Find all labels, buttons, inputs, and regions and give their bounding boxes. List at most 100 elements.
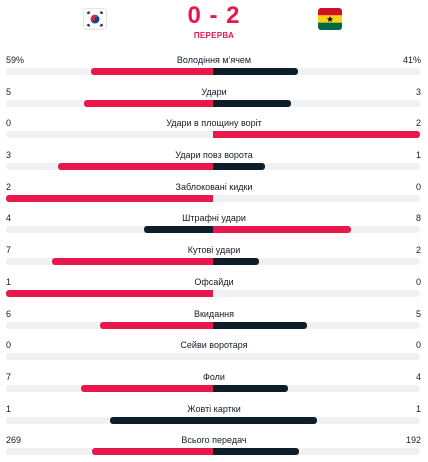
stat-row: 0 Удари в площину воріт 2 — [0, 115, 428, 147]
away-stat-bar — [213, 448, 420, 456]
away-stat-bar — [213, 321, 420, 329]
home-stat-value: 7 — [6, 371, 12, 382]
away-stat-bar-fill — [213, 258, 259, 266]
home-stat-value: 3 — [6, 150, 12, 161]
away-stat-bar — [213, 131, 420, 139]
stat-row: 6 Вкидання 5 — [0, 306, 428, 338]
stat-row: 4 Штрафні удари 8 — [0, 210, 428, 242]
stat-label: Фоли — [203, 371, 225, 382]
stat-label: Кутові удари — [187, 245, 241, 256]
away-stat-value: 1 — [415, 150, 421, 161]
away-stat-value: 2 — [415, 245, 421, 256]
stat-row: 3 Удари повз ворота 1 — [0, 147, 428, 179]
stat-row: 1 Жовті картки 1 — [0, 401, 428, 433]
match-status: ПЕРЕРВА — [193, 31, 235, 40]
stat-label: Удари в площину воріт — [166, 118, 262, 129]
home-stat-value: 2 — [6, 181, 12, 192]
stat-label: Заблоковані кидки — [175, 181, 253, 192]
home-stat-value: 4 — [6, 213, 12, 224]
away-stat-bar — [213, 289, 420, 297]
stat-row: 1 Офсайди 0 — [0, 274, 428, 306]
home-stat-value: 269 — [6, 435, 22, 446]
away-stat-bar-fill — [213, 321, 308, 329]
stat-label: Сейви воротаря — [180, 340, 248, 351]
stat-label: Вкидання — [193, 308, 235, 319]
stat-row: 0 Сейви воротаря 0 — [0, 337, 428, 369]
away-stat-value: 3 — [415, 86, 421, 97]
home-stat-bar — [6, 99, 213, 107]
south-korea-flag-icon[interactable] — [83, 8, 107, 30]
stat-label: Штрафні удари — [182, 213, 246, 224]
away-stat-bar — [213, 226, 420, 234]
home-stat-value: 7 — [6, 245, 12, 256]
away-stat-bar — [213, 353, 420, 361]
stat-label: Удари — [201, 86, 227, 97]
away-stat-bar-fill — [213, 226, 352, 234]
home-stat-value: 0 — [6, 340, 12, 351]
home-stat-bar — [6, 131, 213, 139]
home-stat-bar-fill — [57, 163, 213, 171]
home-stat-bar-fill — [100, 321, 213, 329]
home-stat-bar-fill — [109, 416, 213, 424]
away-stat-value: 1 — [415, 403, 421, 414]
away-stat-bar — [213, 194, 420, 202]
home-stat-bar — [6, 226, 213, 234]
away-stat-bar-fill — [213, 68, 298, 75]
home-stat-bar-fill — [92, 448, 213, 456]
home-stat-bar — [6, 258, 213, 266]
away-stat-value: 5 — [415, 308, 421, 319]
away-stat-bar-fill — [213, 131, 420, 139]
home-stat-bar-fill — [51, 258, 213, 266]
away-stat-value: 192 — [405, 435, 421, 446]
stat-label: Всього передач — [181, 435, 247, 446]
home-stat-value: 0 — [6, 118, 12, 129]
stat-row: 2 Заблоковані кидки 0 — [0, 179, 428, 211]
home-stat-value: 6 — [6, 308, 12, 319]
home-stat-bar-fill — [81, 384, 213, 392]
away-stat-bar — [213, 416, 420, 424]
away-stat-bar — [213, 163, 420, 171]
match-score: 0 - 2 — [187, 2, 241, 29]
away-stat-value: 0 — [415, 276, 421, 287]
away-stat-bar — [213, 384, 420, 392]
away-stat-bar-fill — [213, 416, 317, 424]
away-stat-bar — [213, 68, 420, 75]
home-stat-bar — [6, 194, 213, 202]
home-stat-bar-fill — [90, 68, 213, 75]
stat-label: Офсайди — [194, 276, 234, 287]
home-stat-bar-fill — [6, 194, 213, 202]
away-stat-bar-fill — [213, 384, 289, 392]
away-stat-bar — [213, 99, 420, 107]
away-stat-value: 0 — [415, 340, 421, 351]
away-stat-bar-fill — [213, 448, 300, 456]
away-stat-bar-fill — [213, 163, 265, 171]
stat-label: Удари повз ворота — [175, 150, 253, 161]
home-stat-bar — [6, 163, 213, 171]
away-stat-bar-fill — [213, 99, 291, 107]
home-stat-bar-fill — [83, 99, 213, 107]
ghana-flag-icon[interactable] — [318, 8, 342, 30]
home-stat-value: 5 — [6, 86, 12, 97]
stat-row: 7 Кутові удари 2 — [0, 242, 428, 274]
home-stat-bar — [6, 68, 213, 75]
stat-row: 5 Удари 3 — [0, 84, 428, 116]
stat-row: 269 Всього передач 192 — [0, 432, 428, 462]
stat-row: 7 Фоли 4 — [0, 369, 428, 401]
home-stat-bar — [6, 416, 213, 424]
away-stat-bar — [213, 258, 420, 266]
home-stat-bar — [6, 384, 213, 392]
home-stat-bar — [6, 353, 213, 361]
away-stat-value: 2 — [415, 118, 421, 129]
away-stat-value: 8 — [415, 213, 421, 224]
home-stat-bar — [6, 448, 213, 456]
away-stat-value: 0 — [415, 181, 421, 192]
home-stat-value: 1 — [6, 276, 12, 287]
stats-list: 59% Володіння м'ячем 41% 5 Удари 3 0 Удари в пл… — [0, 52, 428, 462]
stat-row: 59% Володіння м'ячем 41% — [0, 52, 428, 84]
away-stat-value: 4 — [415, 371, 421, 382]
stat-label: Володіння м'ячем — [176, 55, 252, 65]
home-stat-bar — [6, 289, 213, 297]
home-stat-bar — [6, 321, 213, 329]
home-stat-bar-fill — [144, 226, 213, 234]
stat-label: Жовті картки — [187, 403, 241, 414]
